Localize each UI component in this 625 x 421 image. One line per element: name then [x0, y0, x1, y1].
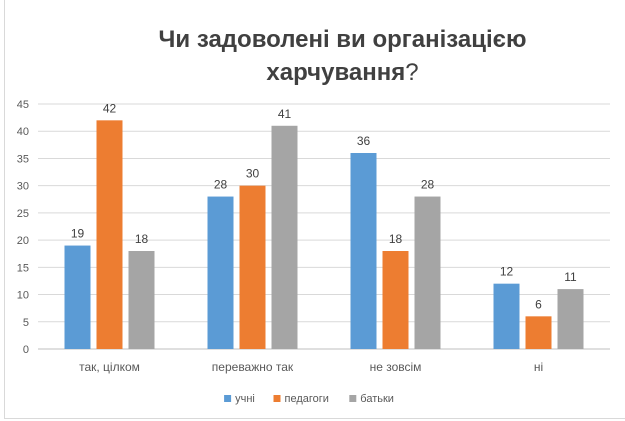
x-tick-label: не зовсім: [370, 360, 422, 374]
legend-swatch: [273, 395, 281, 402]
y-tick-label: 0: [23, 344, 29, 356]
bar: [96, 120, 123, 349]
grid-lines: [38, 103, 610, 350]
y-tick-label: 45: [17, 99, 29, 111]
bar: [557, 289, 584, 349]
data-label: 19: [71, 227, 85, 241]
data-label: 6: [535, 297, 542, 311]
data-label: 12: [500, 265, 514, 279]
legend-label: батьки: [360, 393, 394, 405]
data-label: 11: [564, 270, 577, 284]
y-tick-label: 25: [17, 208, 29, 220]
x-tick-label: так, цілком: [79, 360, 140, 374]
bar: [64, 245, 91, 349]
data-labels: 19 42 18 28 30 41 36 18 28 12 6 11: [71, 101, 577, 311]
bar: [271, 125, 298, 350]
data-label: 36: [357, 134, 371, 148]
data-label: 28: [421, 178, 435, 192]
bar: [525, 316, 552, 349]
data-label: 18: [135, 232, 149, 246]
data-label: 28: [214, 178, 228, 192]
data-label: 18: [389, 232, 403, 246]
chart-title-line2: харчування?: [266, 59, 419, 86]
legend-label: педагоги: [285, 393, 329, 405]
chart-title-line1: Чи задоволені ви організацією: [158, 26, 527, 53]
x-tick-label: ні: [534, 360, 543, 374]
bar: [128, 251, 155, 349]
bar: [414, 196, 441, 349]
legend-label: учні: [235, 393, 255, 405]
bar: [239, 185, 266, 349]
bar: [207, 196, 234, 349]
legend-swatch: [349, 395, 357, 402]
legend: учні педагоги батьки: [224, 393, 394, 405]
data-label: 42: [103, 101, 117, 115]
bar: [493, 283, 520, 349]
data-label: 30: [246, 167, 260, 181]
chart-title-suffix: ?: [405, 59, 419, 86]
y-tick-label: 30: [17, 181, 29, 193]
y-tick-label: 15: [17, 262, 29, 274]
bars: [64, 120, 584, 350]
chart-frame: [4, 0, 625, 419]
y-tick-labels: 0 5 10 15 20 25 30 35 40 45: [17, 99, 29, 356]
x-tick-labels: так, цілком переважно так не зовсім ні: [79, 360, 543, 374]
x-tick-label: переважно так: [212, 360, 294, 374]
bar: [350, 153, 377, 349]
y-tick-label: 35: [17, 153, 29, 165]
y-tick-label: 20: [17, 235, 29, 247]
y-tick-label: 10: [17, 290, 29, 302]
legend-swatch: [224, 395, 232, 402]
y-tick-label: 5: [23, 317, 29, 329]
data-label: 41: [278, 107, 292, 121]
y-tick-label: 40: [17, 126, 29, 138]
bar: [382, 251, 409, 349]
